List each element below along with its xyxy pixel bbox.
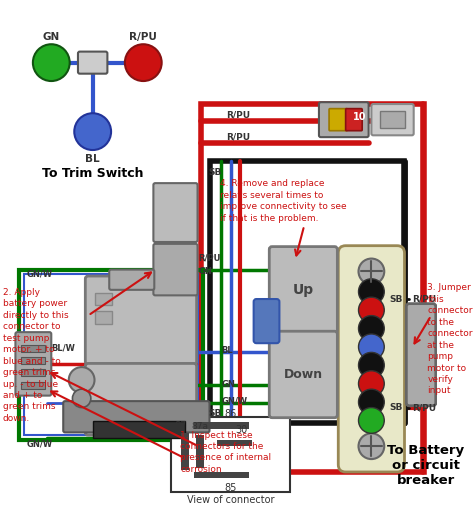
FancyBboxPatch shape bbox=[93, 421, 185, 438]
FancyBboxPatch shape bbox=[21, 345, 45, 352]
FancyBboxPatch shape bbox=[85, 364, 197, 435]
FancyBboxPatch shape bbox=[194, 472, 249, 479]
FancyBboxPatch shape bbox=[154, 183, 198, 242]
Text: To Trim Switch: To Trim Switch bbox=[42, 166, 144, 180]
Text: 85: 85 bbox=[225, 483, 237, 493]
FancyBboxPatch shape bbox=[21, 369, 45, 376]
Text: 86: 86 bbox=[225, 409, 237, 419]
Text: GN: GN bbox=[221, 380, 235, 389]
FancyBboxPatch shape bbox=[154, 244, 198, 295]
FancyBboxPatch shape bbox=[109, 270, 155, 290]
FancyBboxPatch shape bbox=[16, 332, 51, 395]
Text: 3. Jumper
this
connector
to the
connector
at the
pump
motor to
verify
input: 3. Jumper this connector to the connecto… bbox=[428, 284, 473, 395]
Text: R/PU: R/PU bbox=[129, 32, 157, 42]
FancyBboxPatch shape bbox=[95, 293, 112, 305]
Text: BL/W: BL/W bbox=[51, 343, 75, 352]
FancyBboxPatch shape bbox=[269, 331, 337, 418]
FancyBboxPatch shape bbox=[210, 161, 403, 423]
FancyBboxPatch shape bbox=[196, 435, 204, 469]
Text: GN/W: GN/W bbox=[27, 440, 53, 449]
FancyBboxPatch shape bbox=[201, 104, 424, 472]
FancyBboxPatch shape bbox=[329, 109, 347, 131]
Circle shape bbox=[358, 259, 384, 284]
Circle shape bbox=[358, 279, 384, 305]
Circle shape bbox=[358, 371, 384, 396]
Text: GN/W: GN/W bbox=[27, 270, 53, 279]
Circle shape bbox=[74, 113, 111, 150]
Text: GN: GN bbox=[199, 267, 212, 276]
Circle shape bbox=[358, 334, 384, 360]
Text: SB: SB bbox=[389, 295, 402, 304]
Text: 1. Inspect these
connectors for the
presence of internal
corrosion: 1. Inspect these connectors for the pres… bbox=[180, 430, 271, 474]
Text: GN/W: GN/W bbox=[221, 396, 247, 405]
FancyBboxPatch shape bbox=[85, 276, 197, 364]
FancyBboxPatch shape bbox=[346, 109, 362, 131]
Text: BL: BL bbox=[221, 346, 233, 355]
Text: R/PU: R/PU bbox=[226, 132, 250, 142]
Circle shape bbox=[69, 367, 94, 393]
Text: SB: SB bbox=[389, 403, 402, 412]
Text: View of connector: View of connector bbox=[187, 495, 274, 505]
Text: 87: 87 bbox=[175, 421, 187, 430]
FancyBboxPatch shape bbox=[254, 299, 279, 343]
Text: 10: 10 bbox=[353, 112, 366, 122]
FancyBboxPatch shape bbox=[181, 434, 189, 470]
Text: To Battery
or circuit
breaker: To Battery or circuit breaker bbox=[387, 444, 464, 488]
Text: 87a: 87a bbox=[191, 421, 208, 430]
Circle shape bbox=[33, 44, 70, 81]
Circle shape bbox=[358, 352, 384, 378]
FancyBboxPatch shape bbox=[63, 401, 210, 432]
Circle shape bbox=[358, 297, 384, 323]
FancyBboxPatch shape bbox=[78, 51, 108, 74]
Text: 30: 30 bbox=[236, 425, 248, 435]
FancyBboxPatch shape bbox=[95, 311, 112, 324]
Text: 4. Remove and replace
relays several times to
improve connectivity to see
if tha: 4. Remove and replace relays several tim… bbox=[219, 180, 346, 223]
Circle shape bbox=[358, 389, 384, 415]
Text: GN: GN bbox=[43, 32, 60, 42]
FancyBboxPatch shape bbox=[380, 111, 405, 128]
FancyBboxPatch shape bbox=[171, 417, 291, 492]
FancyBboxPatch shape bbox=[194, 422, 249, 429]
Text: SB: SB bbox=[209, 167, 222, 176]
FancyBboxPatch shape bbox=[217, 440, 252, 446]
Text: Up: Up bbox=[293, 283, 314, 297]
Text: R/PU: R/PU bbox=[199, 253, 221, 262]
FancyBboxPatch shape bbox=[21, 357, 45, 364]
Circle shape bbox=[125, 44, 162, 81]
FancyBboxPatch shape bbox=[21, 382, 45, 389]
Text: R/PU: R/PU bbox=[412, 295, 437, 304]
Circle shape bbox=[358, 434, 384, 459]
Circle shape bbox=[73, 389, 91, 408]
FancyBboxPatch shape bbox=[269, 246, 337, 333]
Text: R/PU: R/PU bbox=[226, 111, 250, 120]
Circle shape bbox=[358, 315, 384, 341]
Text: BL: BL bbox=[85, 154, 100, 164]
Text: 2. Apply
battery power
directly to this
connector to
test pump
motor. + to
blue : 2. Apply battery power directly to this … bbox=[2, 288, 68, 423]
FancyBboxPatch shape bbox=[406, 304, 436, 406]
Circle shape bbox=[358, 408, 384, 434]
FancyBboxPatch shape bbox=[372, 104, 414, 135]
FancyBboxPatch shape bbox=[319, 102, 369, 137]
Text: R/PU: R/PU bbox=[412, 403, 437, 412]
Text: SB: SB bbox=[209, 409, 222, 418]
FancyBboxPatch shape bbox=[338, 246, 404, 472]
Text: Down: Down bbox=[284, 368, 323, 381]
